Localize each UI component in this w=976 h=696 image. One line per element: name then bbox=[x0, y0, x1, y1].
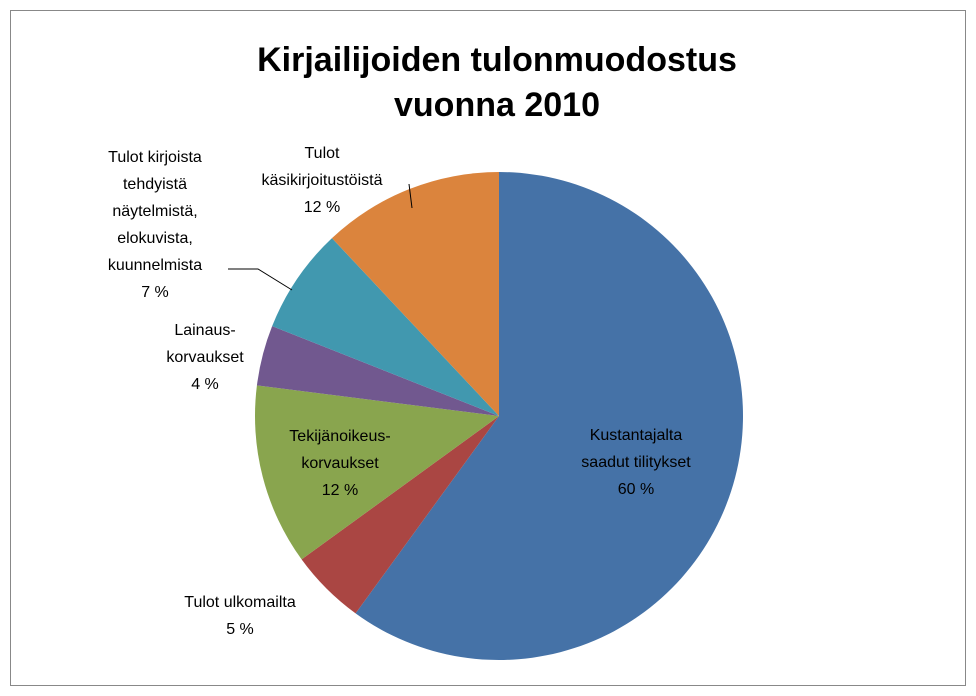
slice-value-label: 12 % bbox=[304, 199, 340, 216]
slice-value-label: 7 % bbox=[141, 284, 169, 301]
pie-slice bbox=[272, 238, 499, 416]
slice-value-label: 12 % bbox=[322, 482, 358, 499]
pie-slice bbox=[255, 385, 499, 560]
slice-label: Tulot käsikirjoitustöistä bbox=[262, 145, 383, 189]
slice-value-label: 60 % bbox=[618, 481, 654, 498]
slice-value-label: 4 % bbox=[191, 376, 219, 393]
pie-slice bbox=[256, 326, 499, 416]
pie-slice bbox=[331, 172, 499, 416]
slice-label: Kustantajalta saadut tilitykset bbox=[581, 427, 691, 471]
slice-value-label: 5 % bbox=[226, 621, 254, 638]
slice-label: Tulot ulkomailta bbox=[184, 594, 296, 611]
slice-label: Lainaus-korvaukset bbox=[166, 322, 244, 366]
leader-line bbox=[408, 183, 413, 209]
pie-slice bbox=[355, 171, 743, 661]
slice-label: Tekijänoikeus-korvaukset bbox=[289, 428, 390, 472]
chart-title: Kirjailijoiden tulonmuodostus vuonna 2010 bbox=[257, 41, 737, 124]
slice-label: Tulot kirjoista tehdyistä näytelmistä, elok… bbox=[108, 149, 202, 274]
leader-line bbox=[228, 268, 293, 291]
pie-slice bbox=[301, 416, 499, 614]
